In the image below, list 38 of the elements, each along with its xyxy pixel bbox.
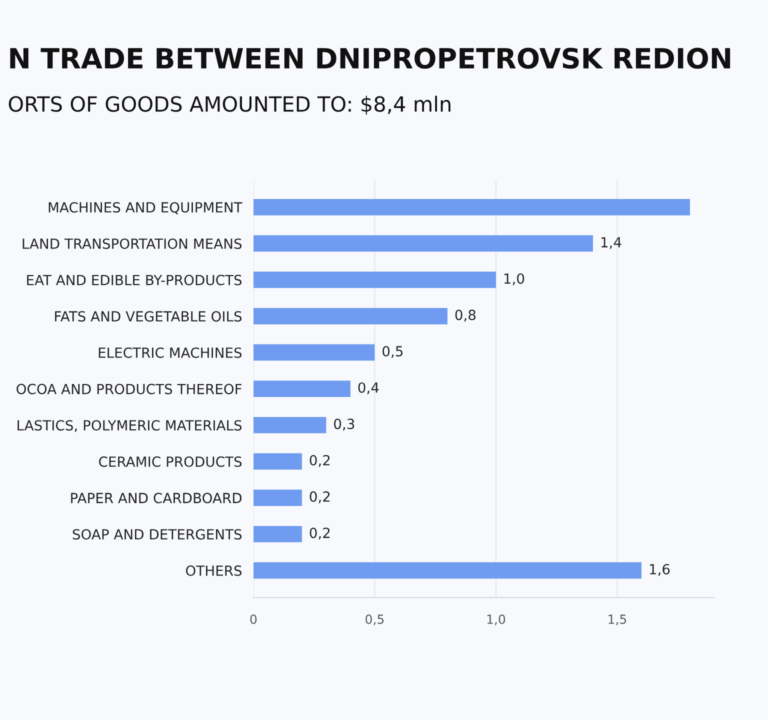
y-tick-label: SOAP AND DETERGENTS bbox=[72, 529, 242, 540]
y-tick-label: PAPER AND CARDBOARD bbox=[71, 492, 242, 504]
y-tick-label: CERAMIC PRODUCTS bbox=[99, 456, 242, 467]
data-label: 1,0 bbox=[504, 273, 524, 286]
data-label: 0,4 bbox=[358, 382, 379, 394]
y-tick-label: OTHERS bbox=[186, 565, 242, 576]
y-tick-label: LASTICS, POLYMERIC MATERIALS bbox=[18, 420, 242, 432]
y-tick-label: FATS AND VEGETABLE OILS bbox=[55, 311, 242, 322]
data-label: 0,3 bbox=[334, 418, 354, 431]
data-label: 0,2 bbox=[310, 528, 330, 540]
bar bbox=[253, 344, 375, 361]
y-tick-label: MACHINES AND EQUIPMENT bbox=[48, 202, 242, 214]
data-label: 0,2 bbox=[310, 454, 330, 467]
x-tick-label: 0,5 bbox=[366, 614, 384, 626]
bar bbox=[253, 526, 302, 542]
y-tick-label: EAT AND EDIBLE BY-PRODUCTS bbox=[27, 274, 242, 286]
bar bbox=[253, 562, 642, 579]
bar bbox=[253, 380, 350, 397]
bar bbox=[253, 272, 496, 288]
data-label: 1,4 bbox=[601, 237, 622, 249]
x-tick-label: 0 bbox=[250, 614, 257, 624]
bar bbox=[253, 490, 302, 506]
y-tick-label: LAND TRANSPORTATION MEANS bbox=[22, 238, 242, 249]
chart-title: N TRADE BETWEEN DNIPROPETROVSK REDION bbox=[10, 48, 730, 69]
data-label: 0,2 bbox=[310, 491, 330, 504]
x-tick-label: 1,5 bbox=[608, 614, 626, 626]
bar bbox=[253, 235, 593, 252]
bar bbox=[253, 198, 690, 216]
y-tick-label: ELECTRIC MACHINES bbox=[98, 347, 242, 358]
bar bbox=[253, 453, 302, 470]
chart-subtitle: ORTS OF GOODS AMOUNTED TO: $8,4 mln bbox=[8, 96, 450, 115]
y-tick-label: OCOA AND PRODUCTS THEREOF bbox=[16, 384, 242, 394]
data-label: 0,8 bbox=[455, 310, 476, 322]
data-label: 1,6 bbox=[650, 564, 670, 576]
bar bbox=[253, 416, 326, 434]
bar bbox=[253, 308, 448, 324]
data-label: 0,5 bbox=[382, 346, 403, 358]
x-tick-label: 1,0 bbox=[487, 614, 506, 626]
